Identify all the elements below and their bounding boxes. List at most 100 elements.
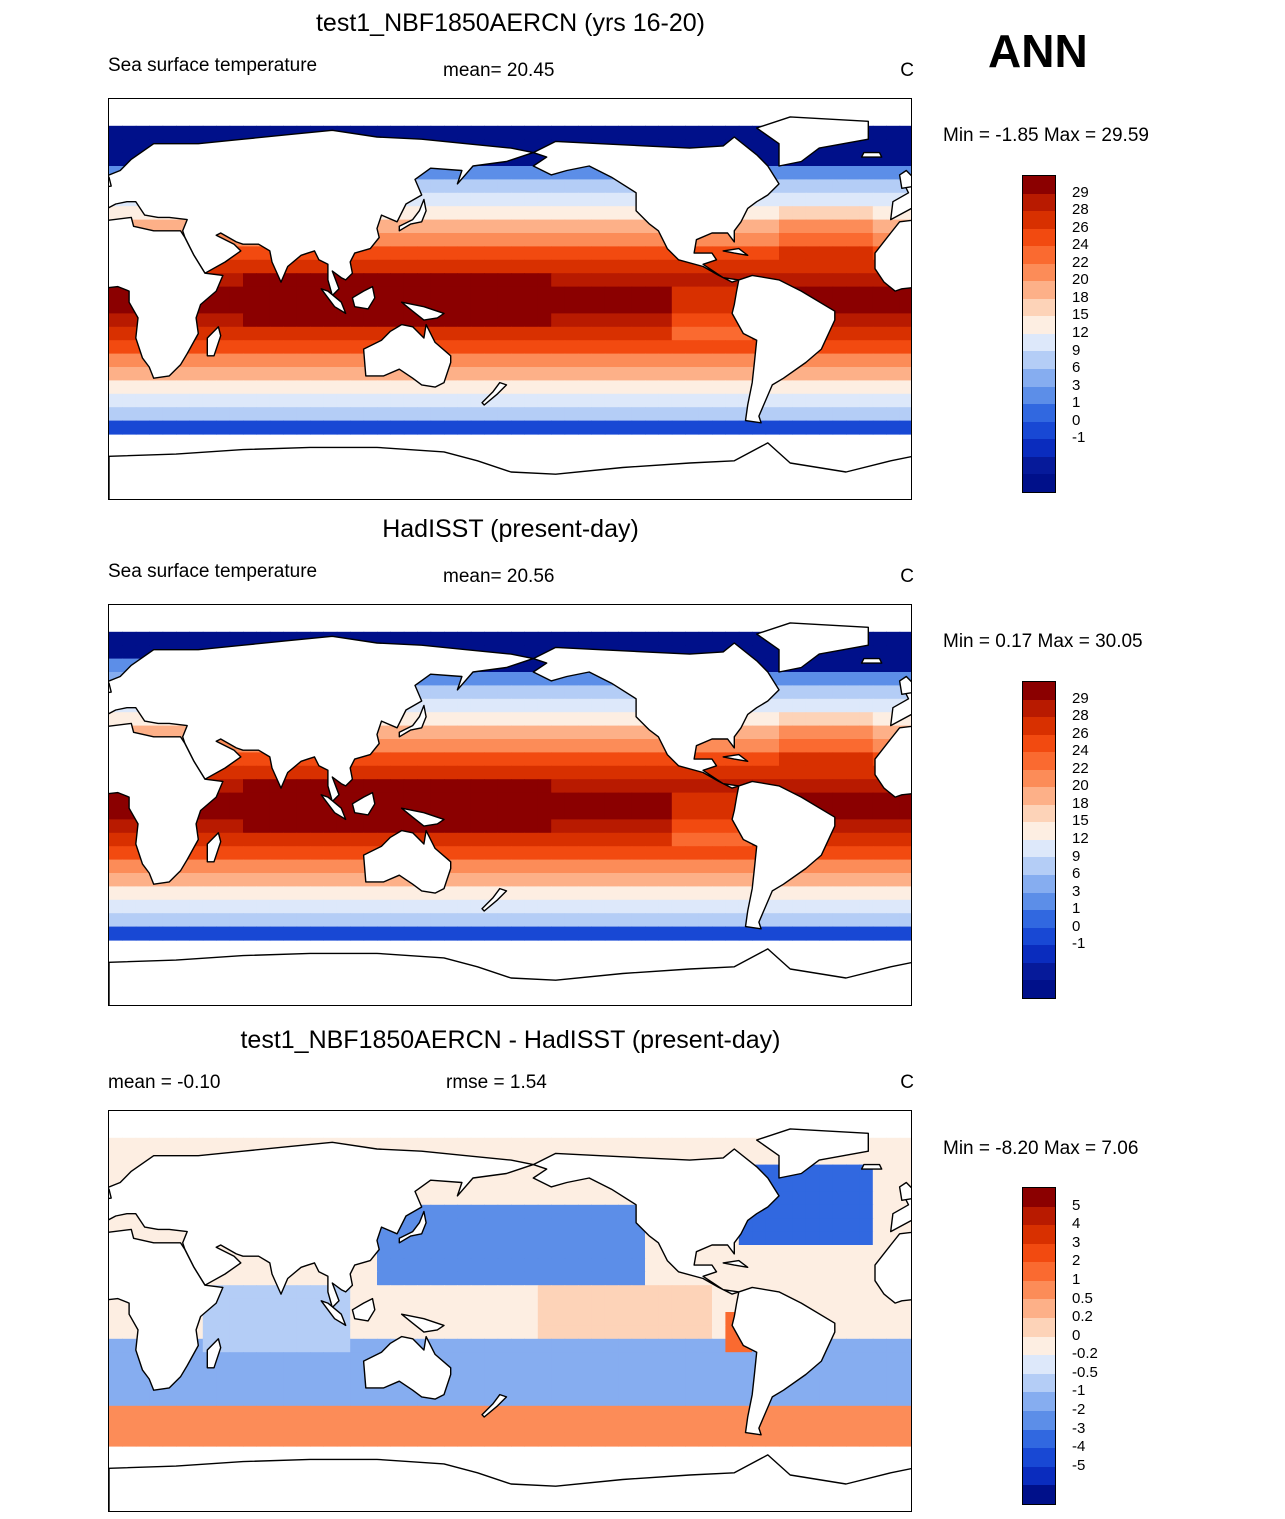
field-cell xyxy=(323,913,338,928)
field-cell xyxy=(578,819,592,834)
field-cell xyxy=(403,913,418,928)
colorbar-swatch xyxy=(1023,421,1055,440)
field-cell xyxy=(229,765,244,780)
field-cell xyxy=(470,1271,485,1286)
field-cell xyxy=(403,739,418,753)
field-cell xyxy=(135,407,150,422)
field-cell xyxy=(457,233,472,247)
field-cell xyxy=(229,380,244,395)
field-cell xyxy=(390,806,405,820)
field-cell xyxy=(176,631,190,646)
field-cell xyxy=(578,1312,592,1326)
field-cell xyxy=(752,1271,767,1286)
field-cell xyxy=(591,1231,606,1246)
field-cell xyxy=(176,380,190,395)
field-cell xyxy=(805,926,820,941)
field-cell xyxy=(524,1365,539,1380)
field-cell xyxy=(537,233,552,247)
field-cell xyxy=(859,1432,874,1447)
field-cell xyxy=(430,393,445,408)
field-cell xyxy=(685,326,700,341)
field-cell xyxy=(537,806,552,820)
field-cell xyxy=(846,1191,860,1206)
field-cell xyxy=(109,1379,123,1393)
field-cell xyxy=(578,873,592,887)
field-cell xyxy=(604,1338,619,1353)
field-cell xyxy=(109,832,123,847)
field-cell xyxy=(444,1285,458,1300)
field-cell xyxy=(645,286,659,301)
field-cell xyxy=(511,806,525,820)
field-cell xyxy=(497,631,512,646)
field-cell xyxy=(591,179,606,194)
field-cell xyxy=(846,1352,860,1367)
field-cell xyxy=(444,1298,458,1313)
field-cell xyxy=(377,1271,391,1286)
field-cell xyxy=(524,712,539,727)
field-cell xyxy=(336,1379,351,1393)
field-cell xyxy=(444,125,458,140)
field-cell xyxy=(470,1379,485,1393)
field-cell xyxy=(846,899,860,914)
field-cell xyxy=(712,1379,726,1393)
field-cell xyxy=(243,246,257,261)
field-cell xyxy=(578,192,592,207)
field-cell xyxy=(390,125,405,140)
field-cell xyxy=(779,192,793,207)
field-cell xyxy=(122,873,137,887)
field-cell xyxy=(497,846,512,861)
field-cell xyxy=(591,1352,606,1367)
field-cell xyxy=(712,380,726,395)
field-cell xyxy=(859,380,874,395)
field-cell xyxy=(457,286,472,301)
field-cell xyxy=(256,340,271,355)
field-cell xyxy=(243,846,257,861)
field-cell xyxy=(618,631,633,646)
field-cell xyxy=(189,380,204,395)
field-cell xyxy=(899,832,911,847)
field-cell xyxy=(256,926,271,941)
field-cell xyxy=(189,926,204,941)
field-cell xyxy=(296,393,311,408)
field-cell xyxy=(872,326,887,341)
field-cell xyxy=(363,765,378,780)
field-cell xyxy=(457,393,472,408)
field-cell xyxy=(350,340,365,355)
field-cell xyxy=(524,420,539,435)
field-cell xyxy=(671,326,686,341)
field-cell xyxy=(109,1392,123,1407)
field-cell xyxy=(470,1191,485,1206)
field-cell xyxy=(618,698,633,713)
field-cell xyxy=(618,899,633,914)
field-cell xyxy=(457,1245,472,1259)
field-cell xyxy=(109,859,123,874)
field-cell xyxy=(685,631,700,646)
field-cell xyxy=(805,1258,820,1273)
field-cell xyxy=(805,698,820,713)
field-cell xyxy=(618,765,633,780)
field-cell xyxy=(417,393,432,408)
field-cell xyxy=(752,1231,767,1246)
field-cell xyxy=(323,926,338,941)
field-cell xyxy=(363,380,378,395)
field-cell xyxy=(189,1405,204,1420)
field-cell xyxy=(484,353,499,368)
field-cell xyxy=(283,832,298,847)
field-cell xyxy=(779,685,793,700)
field-cell xyxy=(779,1392,793,1407)
field-cell xyxy=(336,393,351,408)
field-cell xyxy=(323,1338,338,1353)
field-cell xyxy=(243,125,257,140)
field-cell xyxy=(484,1178,499,1192)
field-cell xyxy=(578,698,592,713)
field-cell xyxy=(645,1365,659,1380)
field-cell xyxy=(551,340,566,355)
field-cell xyxy=(229,899,244,914)
field-cell xyxy=(444,819,458,834)
field-cell xyxy=(618,926,633,941)
field-cell xyxy=(256,259,271,274)
colorbar-tick-label: 22 xyxy=(1072,253,1089,271)
field-cell xyxy=(725,846,740,861)
field-cell xyxy=(229,846,244,861)
field-cell xyxy=(604,1204,619,1219)
